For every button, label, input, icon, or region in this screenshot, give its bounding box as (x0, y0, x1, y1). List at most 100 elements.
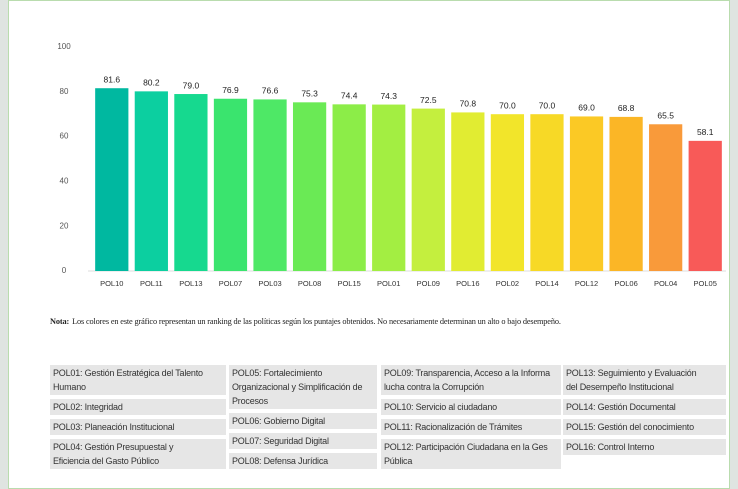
legend-cell: POL03: Planeación Institucional (50, 419, 226, 435)
legend-cell: POL06: Gobierno Digital (229, 413, 377, 429)
bar (174, 94, 208, 271)
bar (332, 104, 366, 272)
legend-text: Humano (53, 382, 86, 392)
legend-cell: POL12: Participación Ciudadana en la Ges… (381, 439, 561, 469)
legend-text: POL04: Gestión Presupuestal y (53, 442, 174, 452)
x-tick-label: POL04 (654, 279, 677, 288)
bar (649, 124, 683, 271)
x-tick-label: POL02 (496, 279, 519, 288)
bar (569, 116, 604, 271)
legend-cell: POL08: Defensa Jurídica (229, 453, 377, 469)
legend-text: Organizacional y Simplificación de (232, 382, 363, 392)
legend-text: POL05: Fortalecimiento (232, 368, 323, 378)
bar (451, 112, 485, 272)
y-tick-label: 80 (60, 87, 69, 96)
x-tick-label: POL10 (100, 279, 123, 288)
x-tick-label: POL05 (694, 279, 717, 288)
bar (372, 104, 406, 272)
legend-cell: POL11: Racionalización de Trámites (381, 419, 561, 435)
bar (609, 116, 643, 271)
legend-cell: POL02: Integridad (50, 399, 226, 415)
legend-cell: POL04: Gestión Presupuestal y Eficiencia … (50, 439, 226, 469)
x-tick-label: POL07 (219, 279, 242, 288)
x-tick-label: POL06 (614, 279, 637, 288)
legend-text: POL11: Racionalización de Trámites (384, 422, 523, 432)
legend-text: POL02: Integridad (53, 402, 123, 412)
legend-text: POL14: Gestión Documental (566, 402, 676, 412)
bar (688, 140, 722, 271)
legend-text: lucha contra la Corrupción (384, 382, 484, 392)
value-label: 70.0 (539, 100, 556, 110)
legend-column: POL09: Transparencia, Acceso a la Inform… (381, 365, 561, 473)
value-label: 70.0 (499, 100, 516, 110)
value-label: 75.3 (301, 89, 318, 99)
legend-text: del Desempeño Institucional (566, 382, 674, 392)
value-label: 74.4 (341, 91, 358, 101)
note: Nota: Los colores en este gráfico represe… (50, 317, 561, 326)
value-label: 74.3 (380, 91, 397, 101)
legend-cell: POL14: Gestión Documental (563, 399, 726, 415)
legend-text: POL12: Participación Ciudadana en la Ges (384, 442, 548, 452)
legend-text: POL07: Seguridad Digital (232, 436, 329, 446)
legend-text: Pública (384, 456, 413, 466)
x-tick-label: POL16 (456, 279, 479, 288)
value-label: 69.0 (578, 103, 595, 113)
value-label: 79.0 (183, 80, 200, 90)
legend-column: POL13: Seguimiento y Evaluación del Desem… (563, 365, 726, 459)
legend-column: POL01: Gestión Estratégica del Talento Hu… (50, 365, 226, 473)
legend-text: POL03: Planeación Institucional (53, 422, 175, 432)
legend-cell: POL07: Seguridad Digital (229, 433, 377, 449)
x-tick-label: POL12 (575, 279, 598, 288)
legend-cell: POL15: Gestión del conocimiento (563, 419, 726, 435)
legend-text: POL10: Servicio al ciudadano (384, 402, 497, 412)
legend-text: POL08: Defensa Jurídica (232, 456, 328, 466)
value-label: 80.2 (143, 78, 160, 88)
legend-text: POL15: Gestión del conocimiento (566, 422, 694, 432)
value-label: 81.6 (104, 74, 121, 84)
bar (134, 91, 168, 272)
value-label: 68.8 (618, 103, 635, 113)
legend-text: Procesos (232, 396, 268, 406)
legend-text: POL06: Gobierno Digital (232, 416, 325, 426)
bar (292, 102, 327, 271)
legend-column: POL05: Fortalecimiento Organizacional y S… (229, 365, 377, 473)
value-label: 76.6 (262, 86, 279, 96)
note-label: Nota: (50, 317, 70, 326)
value-label: 65.5 (657, 111, 674, 121)
chart: 0 20 40 60 80 100 POL10 81.6 POL11 80.2 POL13 79.0 P… (57, 42, 726, 288)
value-label: 58.1 (697, 127, 714, 137)
legend-cell: POL05: Fortalecimiento Organizacional y S… (229, 365, 377, 409)
bar (530, 114, 564, 271)
legend-cell: POL01: Gestión Estratégica del Talento Hu… (50, 365, 226, 395)
bar (253, 99, 287, 271)
legend-text: POL16: Control Interno (566, 442, 655, 452)
legend-cell: POL10: Servicio al ciudadano (381, 399, 561, 415)
y-tick-label: 20 (60, 221, 69, 230)
note-text: Los colores en este gráfico representan … (72, 317, 561, 326)
legend-text: POL13: Seguimiento y Evaluación (566, 368, 697, 378)
x-tick-label: POL14 (535, 279, 558, 288)
value-label: 70.8 (460, 99, 477, 109)
value-label: 72.5 (420, 95, 437, 105)
bar (490, 114, 525, 271)
x-tick-label: POL13 (179, 279, 202, 288)
legend-text: Eficiencia del Gasto Público (53, 456, 159, 466)
x-tick-label: POL11 (140, 279, 163, 288)
x-tick-label: POL08 (298, 279, 321, 288)
x-tick-label: POL15 (337, 279, 360, 288)
y-tick-label: 60 (60, 132, 69, 141)
bar (411, 108, 445, 271)
legend-text: POL01: Gestión Estratégica del Talento (53, 368, 203, 378)
y-tick-label: 0 (62, 266, 67, 275)
bar (213, 98, 248, 271)
legend-cell: POL16: Control Interno (563, 439, 726, 455)
legend-text: POL09: Transparencia, Acceso a la Inform… (384, 368, 550, 378)
bar (95, 88, 129, 271)
legend-cell: POL09: Transparencia, Acceso a la Inform… (381, 365, 561, 395)
y-tick-label: 100 (57, 42, 71, 51)
y-tick-label: 40 (60, 177, 69, 186)
x-tick-label: POL09 (417, 279, 440, 288)
legend-cell: POL13: Seguimiento y Evaluación del Desem… (563, 365, 726, 395)
value-label: 76.9 (222, 85, 239, 95)
